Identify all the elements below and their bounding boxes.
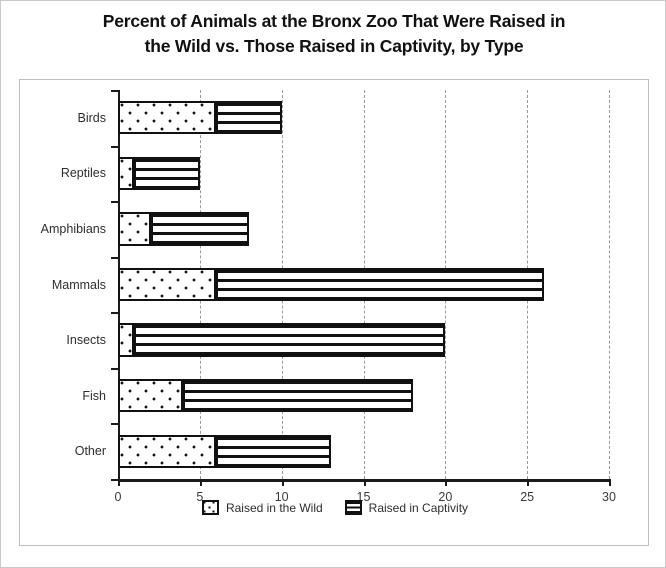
x-tick-30 bbox=[609, 479, 611, 486]
bar-row bbox=[118, 323, 609, 357]
y-category-label-reptiles: Reptiles bbox=[60, 166, 106, 181]
bar-row bbox=[118, 434, 609, 468]
x-tick-5 bbox=[199, 479, 202, 486]
bar-segment[interactable] bbox=[118, 267, 217, 302]
y-tick-0 bbox=[111, 90, 118, 92]
x-tick-label-10: 10 bbox=[274, 490, 289, 504]
legend-label: Raised in Captivity bbox=[368, 500, 469, 515]
gridline-30 bbox=[609, 90, 610, 479]
y-tick-2 bbox=[111, 201, 118, 204]
y-tick-5 bbox=[111, 367, 118, 370]
bar-row bbox=[118, 101, 609, 135]
y-tick-6 bbox=[111, 423, 118, 426]
bar-segment[interactable] bbox=[118, 212, 151, 246]
bar-segment[interactable] bbox=[118, 434, 217, 468]
bar-segment[interactable] bbox=[134, 323, 446, 357]
bar-segment[interactable] bbox=[216, 101, 282, 135]
x-tick-label-30: 30 bbox=[602, 490, 616, 504]
y-tick-3 bbox=[111, 256, 118, 259]
x-tick-25 bbox=[527, 479, 530, 486]
plot-area: 0 5 10 15 20 25 30 Birds Reptiles Amphibians Mamm… bbox=[41, 90, 616, 504]
x-tick-label-5: 5 bbox=[196, 490, 204, 504]
bar-segment[interactable] bbox=[150, 212, 249, 246]
bar-row bbox=[118, 378, 609, 413]
y-tick-7 bbox=[111, 479, 118, 481]
x-tick-label-0: 0 bbox=[114, 490, 122, 504]
bar-row bbox=[118, 156, 609, 190]
y-tick-1 bbox=[111, 145, 118, 148]
bar-segment[interactable] bbox=[216, 267, 544, 302]
legend-item[interactable]: Raised in Captivity bbox=[344, 500, 469, 515]
x-tick-label-20: 20 bbox=[438, 490, 453, 504]
bar-row bbox=[118, 212, 609, 246]
bar-segment[interactable] bbox=[118, 156, 135, 190]
y-category-label-birds: Birds bbox=[77, 110, 106, 125]
bar-segment[interactable] bbox=[118, 101, 217, 135]
bar-segment[interactable] bbox=[118, 378, 184, 413]
bar-segment[interactable] bbox=[183, 378, 413, 413]
bar-segment[interactable] bbox=[118, 323, 135, 357]
y-category-label-fish: Fish bbox=[82, 388, 106, 403]
legend-label: Raised in the Wild bbox=[225, 500, 323, 515]
y-category-label-amphibians: Amphibians bbox=[40, 221, 106, 236]
chart-title: Percent of Animals at the Bronx Zoo That… bbox=[1, 9, 666, 59]
x-tick-20 bbox=[445, 479, 448, 486]
bar-row bbox=[118, 267, 609, 302]
y-category-label-other: Other bbox=[74, 444, 106, 459]
legend-swatch-stripes-icon bbox=[344, 500, 362, 515]
chart-legend: Raised in the Wild Raised in Captivity bbox=[20, 500, 650, 515]
x-tick-label-25: 25 bbox=[520, 490, 535, 504]
bar-segment[interactable] bbox=[134, 156, 200, 190]
bar-segment[interactable] bbox=[216, 434, 331, 468]
y-tick-4 bbox=[111, 312, 118, 315]
chart-panel: 0 5 10 15 20 25 30 Birds Reptiles Amphibians Mamm… bbox=[19, 79, 649, 546]
chart-title-line-2: the Wild vs. Those Raised in Captivity, … bbox=[144, 36, 524, 56]
y-category-label-mammals: Mammals bbox=[51, 277, 106, 292]
legend-item[interactable]: Raised in the Wild bbox=[201, 500, 323, 515]
y-category-label-insects: Insects bbox=[66, 333, 106, 348]
chart-title-line-1: Percent of Animals at the Bronx Zoo That… bbox=[102, 11, 566, 31]
x-tick-15 bbox=[363, 479, 366, 486]
x-tick-10 bbox=[281, 479, 284, 486]
legend-swatch-dots-icon bbox=[201, 500, 219, 515]
x-tick-0 bbox=[118, 479, 120, 486]
